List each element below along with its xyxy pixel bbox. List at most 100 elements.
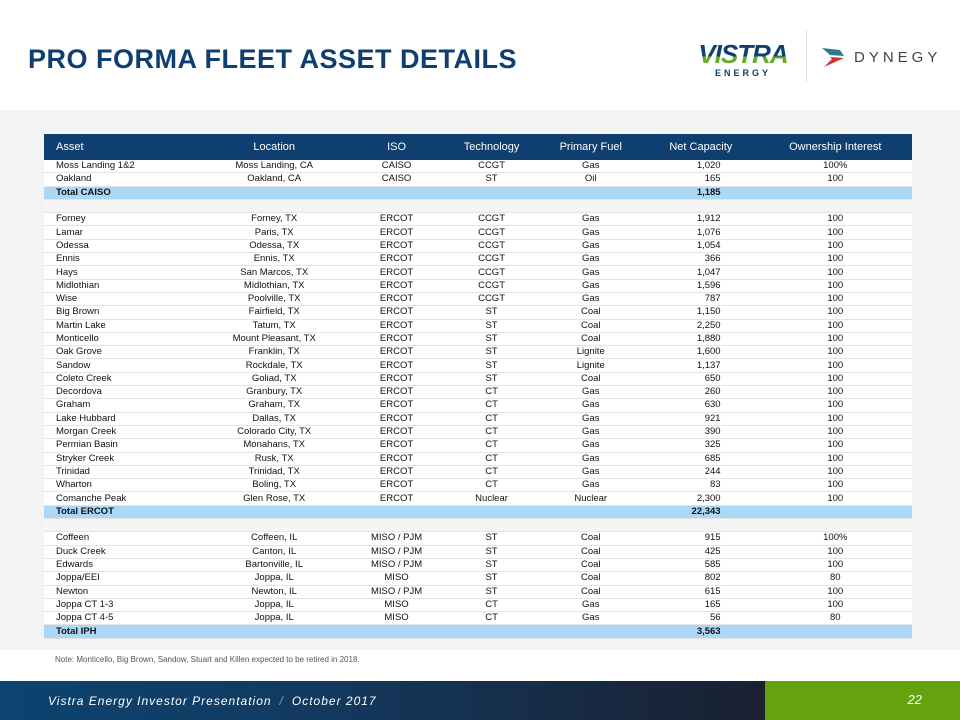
table-cell: Gas (538, 279, 644, 293)
table-cell: 100 (758, 465, 912, 480)
table-cell: 2,300 (643, 491, 759, 506)
table-cell: 100% (758, 160, 912, 174)
table-cell: CT (444, 452, 539, 466)
table-cell: Gas (538, 452, 644, 466)
table-cell: ST (444, 358, 539, 373)
table-cell: 100 (758, 305, 912, 320)
table-cell: 100 (758, 425, 912, 440)
table-cell (538, 518, 644, 533)
footer-bar (0, 681, 765, 720)
table-cell: Ennis, TX (200, 252, 349, 267)
table-cell: ST (444, 545, 539, 559)
table-cell: ERCOT (348, 452, 445, 466)
table-cell: Duck Creek (44, 545, 200, 559)
table-cell (200, 199, 349, 214)
table-row: Joppa CT 1-3 Joppa, IL MISO CT Gas 165 100 (44, 598, 912, 613)
table-cell: ERCOT (348, 319, 445, 333)
table-cell: 260 (643, 385, 759, 400)
table-cell (200, 518, 349, 533)
table-cell: CCGT (444, 265, 539, 280)
table-cell: Joppa CT 4-5 (44, 611, 200, 626)
table-cell: San Marcos, TX (200, 265, 349, 280)
table-cell: MISO / PJM (348, 558, 445, 573)
table-cell: 1,596 (643, 279, 759, 293)
table-row: Oak Grove Franklin, TX ERCOT ST Lignite 1,600… (44, 345, 912, 360)
table-cell: 100 (758, 225, 912, 240)
table-cell: 1,076 (643, 225, 759, 240)
table-cell: 100 (758, 372, 912, 387)
table-cell: Poolville, TX (200, 292, 349, 307)
table-cell: Permian Basin (44, 438, 200, 453)
table-cell (538, 505, 644, 520)
table-cell: 685 (643, 452, 759, 466)
table-cell: CT (444, 425, 539, 440)
table-cell: 244 (643, 465, 759, 480)
dynegy-logo: DYNEGY (822, 46, 941, 68)
table-row: Trinidad Trinidad, TX ERCOT CT Gas 244 100 (44, 465, 912, 480)
table-cell: 22,343 (643, 505, 759, 520)
table-cell: Gas (538, 465, 644, 480)
table-cell: ERCOT (348, 491, 445, 506)
footer-page-block (765, 681, 960, 720)
table-cell: Bartonville, IL (200, 558, 349, 573)
column-header: Asset (44, 134, 200, 160)
table-cell: MISO / PJM (348, 585, 445, 599)
table-row: Lake Hubbard Dallas, TX ERCOT CT Gas 921 100 (44, 412, 912, 426)
table-row: Comanche Peak Glen Rose, TX ERCOT Nuclear Nu… (44, 491, 912, 506)
table-cell: Coal (538, 332, 644, 347)
table-cell: Trinidad (44, 465, 200, 480)
table-cell: Moss Landing, CA (200, 160, 349, 174)
table-cell: Morgan Creek (44, 425, 200, 440)
table-cell: 390 (643, 425, 759, 440)
table-cell: 100 (758, 452, 912, 466)
table-cell (444, 624, 539, 639)
table-row: Sandow Rockdale, TX ERCOT ST Lignite 1,137 100 (44, 358, 912, 373)
table-cell: Gas (538, 598, 644, 613)
total-row: Total IPH 3,563 (44, 624, 912, 639)
table-cell: ST (444, 172, 539, 187)
table-cell: ERCOT (348, 372, 445, 387)
table-cell: Lake Hubbard (44, 412, 200, 426)
table-cell: Gas (538, 425, 644, 440)
table-cell: 100 (758, 438, 912, 453)
table-row: Martin Lake Tatum, TX ERCOT ST Coal 2,250 100 (44, 319, 912, 333)
table-cell: 1,185 (643, 186, 759, 200)
table-row: Permian Basin Monahans, TX ERCOT CT Gas 325 10… (44, 438, 912, 453)
table-cell (348, 186, 445, 200)
table-cell: Fairfield, TX (200, 305, 349, 320)
table-cell: CCGT (444, 160, 539, 174)
table-cell: 100 (758, 212, 912, 227)
table-header-row: Asset Location ISO Technology Primary Fuel Ne… (44, 134, 912, 160)
table-cell: Nuclear (538, 491, 644, 506)
table-cell: ERCOT (348, 279, 445, 293)
column-header: Technology (444, 134, 539, 160)
table-cell: ST (444, 585, 539, 599)
table-row: Ennis Ennis, TX ERCOT CCGT Gas 366 100 (44, 252, 912, 267)
table-cell: MISO (348, 571, 445, 586)
table-cell: 100 (758, 172, 912, 187)
table-cell (44, 199, 200, 214)
table-cell (758, 518, 912, 533)
table-cell: CCGT (444, 279, 539, 293)
table-cell: ST (444, 531, 539, 546)
table-cell: Oakland (44, 172, 200, 187)
table-cell: ST (444, 571, 539, 586)
table-cell: 165 (643, 172, 759, 187)
table-cell: ERCOT (348, 478, 445, 493)
table-row: Oakland Oakland, CA CAISO ST Oil 165 100 (44, 172, 912, 187)
table-cell: Gas (538, 160, 644, 174)
table-cell: ST (444, 332, 539, 347)
table-cell: CAISO (348, 172, 445, 187)
table-cell: Gas (538, 385, 644, 400)
table-row: Wharton Boling, TX ERCOT CT Gas 83 100 (44, 478, 912, 493)
table-cell: Gas (538, 398, 644, 413)
table-cell: Coal (538, 305, 644, 320)
table-cell: Graham, TX (200, 398, 349, 413)
table-row: Wise Poolville, TX ERCOT CCGT Gas 787 100 (44, 292, 912, 307)
column-header: Net Capacity (643, 134, 759, 160)
table-cell: Gas (538, 478, 644, 493)
column-header: ISO (348, 134, 445, 160)
table-cell: Total CAISO (44, 186, 200, 200)
table-cell (44, 518, 200, 533)
table-row: Morgan Creek Colorado City, TX ERCOT CT Gas 3… (44, 425, 912, 440)
